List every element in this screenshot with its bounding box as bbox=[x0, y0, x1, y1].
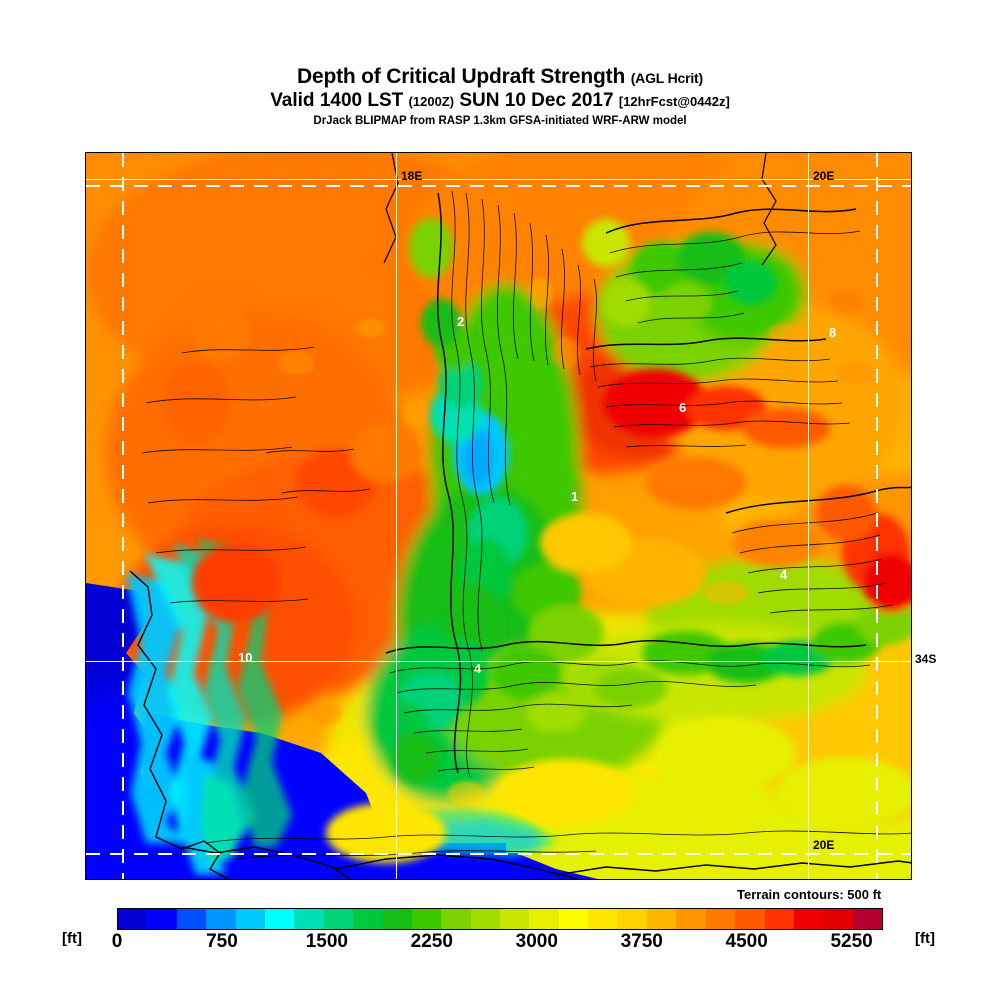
colorbar-swatch-23 bbox=[793, 909, 824, 929]
colorbar-unit-right: [ft] bbox=[915, 930, 935, 947]
gridline-lon-20e bbox=[808, 153, 809, 879]
colorbar-tick-0: 0 bbox=[111, 931, 123, 952]
colorbar-swatch-19 bbox=[676, 909, 706, 929]
valid-date: SUN 10 Dec 2017 bbox=[459, 90, 614, 112]
forecast-stamp: [12hrFcst@0442z] bbox=[618, 94, 730, 110]
colorbar-tick-5250: 5250 bbox=[830, 931, 873, 952]
colorbar-swatch-9 bbox=[382, 909, 412, 929]
region-number-10: 10 bbox=[238, 650, 253, 665]
colorbar-swatches bbox=[117, 908, 883, 930]
colorbar-tick-750: 750 bbox=[206, 931, 238, 952]
colorbar-swatch-3 bbox=[206, 909, 236, 929]
colorbar-swatch-12 bbox=[470, 909, 501, 929]
map-label-lat-34s: 34S bbox=[915, 652, 937, 666]
colorbar-swatch-16 bbox=[588, 909, 618, 929]
colorbar-swatch-14 bbox=[529, 909, 559, 929]
colorbar-swatch-13 bbox=[500, 909, 530, 929]
terrain-contour-note: Terrain contours: 500 ft bbox=[737, 887, 882, 902]
gridline-lat-34s bbox=[86, 661, 911, 662]
region-number-8: 8 bbox=[829, 325, 837, 340]
gridline-lat-32s bbox=[86, 179, 911, 180]
title-main: Depth of Critical Updraft Strength bbox=[297, 65, 626, 88]
colorbar-swatch-2 bbox=[176, 909, 207, 929]
colorbar-swatch-15 bbox=[558, 909, 589, 929]
colorbar-swatch-25 bbox=[852, 909, 883, 929]
title-block: Depth of Critical Updraft Strength (AGL … bbox=[0, 0, 1000, 127]
colorbar-swatch-11 bbox=[441, 909, 471, 929]
region-number-4-central: 4 bbox=[474, 661, 482, 676]
colorbar-swatch-17 bbox=[617, 909, 648, 929]
colorbar-tick-3750: 3750 bbox=[620, 931, 663, 952]
domain-box-top bbox=[86, 185, 911, 187]
colorbar-swatch-22 bbox=[764, 909, 794, 929]
colorbar-swatch-20 bbox=[705, 909, 736, 929]
colorbar-unit-left: [ft] bbox=[62, 930, 82, 947]
valid-time-line: Valid 1400 LST (1200Z) SUN 10 Dec 2017 [… bbox=[0, 91, 1000, 111]
region-number-2: 2 bbox=[457, 314, 465, 329]
colorbar-swatch-8 bbox=[353, 909, 383, 929]
colorbar-swatch-4 bbox=[235, 909, 265, 929]
map-label-lon-18e-top: 18E bbox=[401, 169, 423, 183]
region-number-6: 6 bbox=[679, 400, 687, 415]
colorbar-swatch-0 bbox=[118, 909, 148, 929]
colorbar-swatch-6 bbox=[294, 909, 324, 929]
valid-zulu: (1200Z) bbox=[408, 94, 455, 110]
colorbar-swatch-24 bbox=[823, 909, 853, 929]
map-label-lon-20e-bottom: 20E bbox=[813, 838, 835, 852]
colorbar-tick-1500: 1500 bbox=[305, 931, 349, 952]
colorbar-legend: [ft] [ft] 0 750 1500 2250 3000 3750 4500 5250 bbox=[0, 906, 1000, 966]
valid-prefix: Valid 1400 LST bbox=[270, 90, 404, 112]
colorbar-swatch-7 bbox=[323, 909, 354, 929]
region-number-1: 1 bbox=[571, 489, 579, 504]
forecast-map[interactable]: 18E 20E 20E 2 8 6 1 4 10 4 bbox=[85, 152, 912, 880]
gridline-lon-18e bbox=[396, 153, 397, 879]
domain-box-right bbox=[876, 153, 878, 879]
colorbar-tick-4500: 4500 bbox=[725, 931, 768, 952]
page-title: Depth of Critical Updraft Strength (AGL … bbox=[0, 65, 1000, 88]
domain-box-bottom bbox=[86, 853, 911, 855]
terrain-heatmap bbox=[86, 153, 911, 879]
colorbar-tick-labels: 0 750 1500 2250 3000 3750 4500 5250 bbox=[112, 931, 883, 957]
colorbar-swatch-18 bbox=[647, 909, 677, 929]
colorbar-swatch-5 bbox=[264, 909, 295, 929]
map-label-lon-20e-top: 20E bbox=[813, 169, 835, 183]
title-main-suffix: (AGL Hcrit) bbox=[630, 70, 703, 86]
domain-box-left bbox=[122, 153, 124, 879]
colorbar-tick-3000: 3000 bbox=[515, 931, 558, 952]
colorbar-tick-2250: 2250 bbox=[410, 931, 453, 952]
colorbar-swatch-10 bbox=[411, 909, 442, 929]
colorbar-swatch-1 bbox=[147, 909, 177, 929]
colorbar-swatch-21 bbox=[735, 909, 765, 929]
model-source-line: DrJack BLIPMAP from RASP 1.3km GFSA-init… bbox=[313, 114, 687, 127]
region-number-4-east: 4 bbox=[780, 567, 788, 582]
